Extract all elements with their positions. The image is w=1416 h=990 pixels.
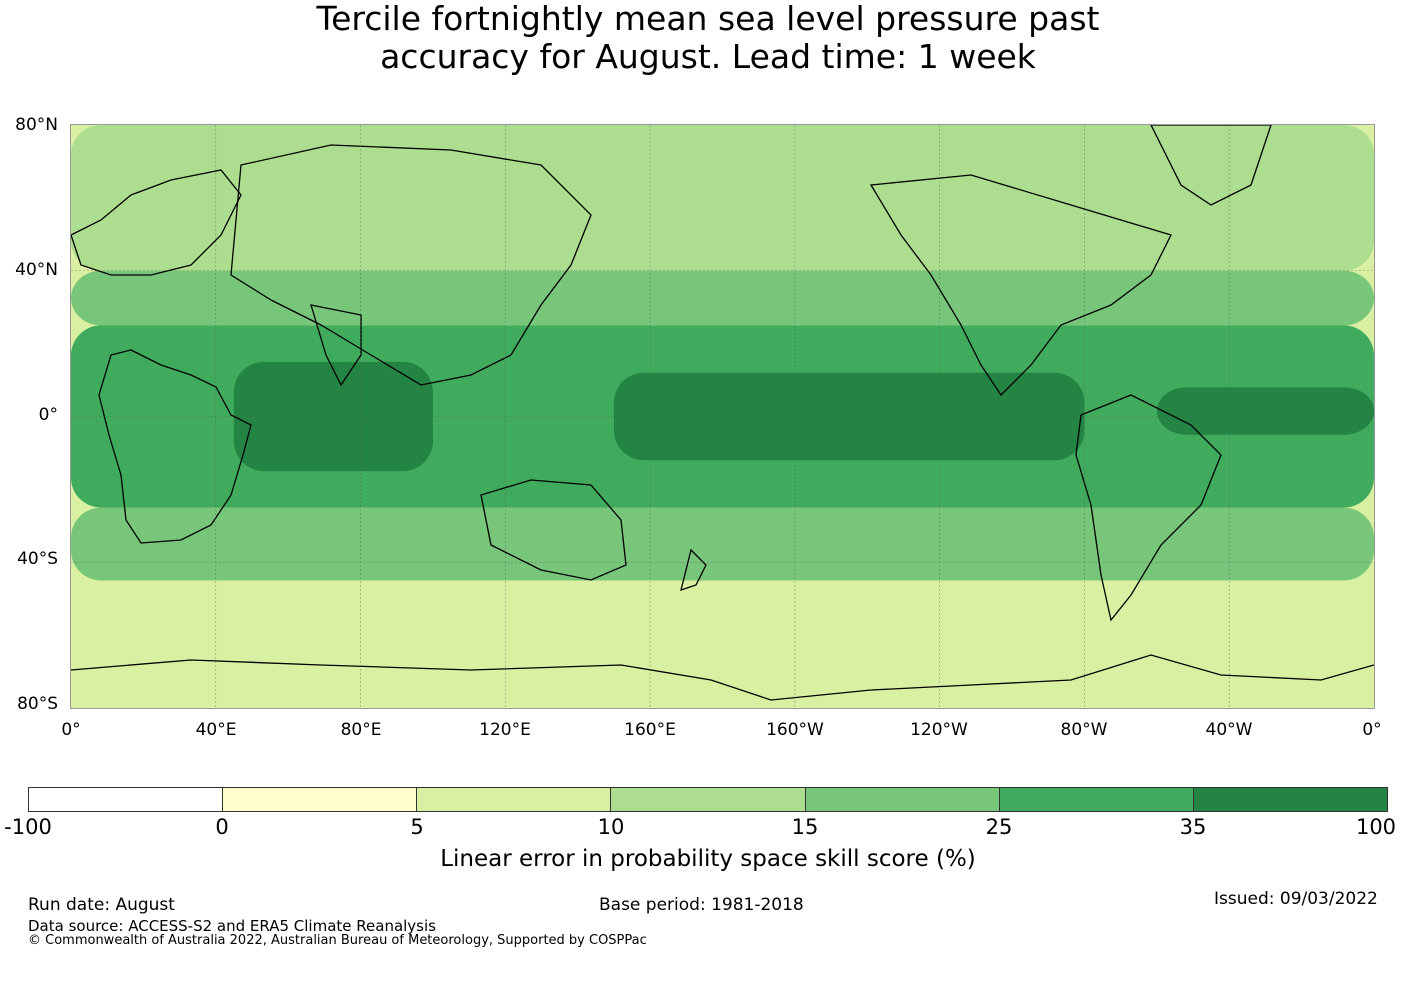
lon-label-120e: 120°E <box>479 720 531 740</box>
lon-label-160e: 160°E <box>624 720 676 740</box>
skill-zone-35-100 <box>233 361 433 472</box>
skill-zone-10-15 <box>71 125 1374 271</box>
lon-label-40e: 40°E <box>195 720 237 740</box>
coast-south-america <box>1075 394 1222 622</box>
lat-label-0: 0° <box>38 405 58 425</box>
lat-label-80s: 80°S <box>17 694 58 714</box>
coast-asia <box>230 144 592 386</box>
colorbar-tick: 5 <box>410 815 424 839</box>
colorbar-tick: 15 <box>791 815 819 839</box>
lon-label-80e: 80°E <box>340 720 382 740</box>
map-canvas <box>71 125 1374 708</box>
run-date: Run date: August <box>28 895 175 915</box>
coast-australia <box>480 479 627 581</box>
colorbar-segment-1 <box>223 788 418 811</box>
colorbar-tick: 10 <box>597 815 625 839</box>
colorbar-segment-3 <box>611 788 806 811</box>
issued-date: Issued: 09/03/2022 <box>1214 889 1378 909</box>
colorbar-tick: 100 <box>1355 815 1397 839</box>
base-period: Base period: 1981-2018 <box>599 895 804 915</box>
colorbar-segment-4 <box>805 788 1000 811</box>
coast-europe <box>71 169 242 276</box>
skill-zone-15-25 <box>71 507 1374 581</box>
colorbar-segment-0 <box>29 788 224 811</box>
skill-zone-15-25 <box>71 270 1374 326</box>
colorbar-tick: 0 <box>215 815 229 839</box>
colorbar <box>28 787 1388 812</box>
skill-score-map <box>70 124 1375 709</box>
coast-africa <box>98 349 252 544</box>
lon-label-0-right: 0° <box>1362 720 1382 740</box>
skill-zone-35-100 <box>613 372 1085 461</box>
title-line-1: Tercile fortnightly mean sea level press… <box>316 0 1100 38</box>
skill-zone-5-10 <box>71 580 1374 708</box>
colorbar-segment-6 <box>1193 788 1387 811</box>
coast-antarctica <box>71 654 1374 701</box>
coast-north-america <box>869 174 1172 397</box>
skill-zone-35-100 <box>1156 387 1374 435</box>
colorbar-label: Linear error in probability space skill … <box>440 846 976 872</box>
lon-label-40w: 40°W <box>1205 720 1253 740</box>
lat-label-40s: 40°S <box>17 549 58 569</box>
copyright: © Commonwealth of Australia 2022, Austra… <box>28 933 647 948</box>
colorbar-segment-2 <box>417 788 612 811</box>
lon-label-0-left: 0° <box>61 720 81 740</box>
data-source: Data source: ACCESS-S2 and ERA5 Climate … <box>28 917 436 935</box>
lon-label-80w: 80°W <box>1060 720 1108 740</box>
colorbar-tick: 25 <box>985 815 1013 839</box>
lon-label-160w: 160°W <box>766 720 824 740</box>
lon-label-120w: 120°W <box>910 720 968 740</box>
coast-india <box>310 304 362 387</box>
chart-title: Tercile fortnightly mean sea level press… <box>0 0 1416 76</box>
title-line-2: accuracy for August. Lead time: 1 week <box>380 37 1036 76</box>
colorbar-tick: 35 <box>1179 815 1207 839</box>
lat-label-80n: 80°N <box>15 115 58 135</box>
lat-label-40n: 40°N <box>15 260 58 280</box>
colorbar-tick: -100 <box>4 815 52 839</box>
coast-nz <box>680 548 707 591</box>
coast-greenland <box>1150 125 1272 206</box>
colorbar-segment-5 <box>999 788 1194 811</box>
